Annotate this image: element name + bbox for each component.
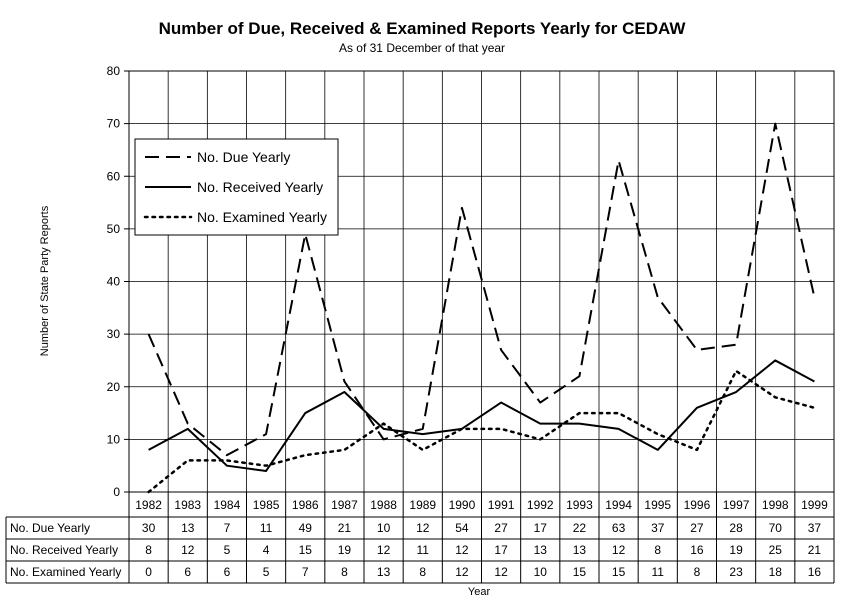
legend-label-3: No. Examined Yearly: [197, 209, 327, 225]
table-cell: 13: [534, 543, 548, 557]
table-cell: 70: [769, 521, 783, 535]
table-cell: 13: [573, 543, 587, 557]
table-cell: 12: [455, 565, 469, 579]
x-tick-label: 1992: [527, 498, 554, 512]
table-cell: 30: [142, 521, 156, 535]
table-row-label: No. Examined Yearly: [10, 565, 121, 579]
x-tick-label: 1988: [370, 498, 397, 512]
table-cell: 6: [224, 565, 231, 579]
x-tick-label: 1995: [644, 498, 671, 512]
table-cell: 63: [612, 521, 626, 535]
x-tick-label: 1985: [253, 498, 280, 512]
y-axis-label: Number of State Party Reports: [39, 205, 51, 356]
data-table: 1982 1983 1984 1985 1986 1987 1988 1989 1990 1991…: [5, 491, 835, 584]
table-cell: 10: [377, 521, 391, 535]
x-tick-label: 1998: [762, 498, 789, 512]
table-cell: 8: [654, 543, 661, 557]
x-tick-label: 1994: [605, 498, 632, 512]
y-tick-label: 80: [107, 64, 121, 78]
table-cell: 5: [263, 565, 270, 579]
x-axis-label: Year: [468, 586, 491, 598]
table-cell: 12: [181, 543, 195, 557]
x-tick-label: 1999: [801, 498, 828, 512]
table-cell: 23: [729, 565, 743, 579]
table-cell: 16: [690, 543, 704, 557]
table-cell: 15: [299, 543, 313, 557]
table-cell: 12: [494, 565, 508, 579]
x-tick-label: 1997: [723, 498, 750, 512]
table-cell: 16: [808, 565, 822, 579]
table-cell: 22: [573, 521, 587, 535]
y-tick-label: 30: [107, 327, 121, 341]
table-cell: 17: [534, 521, 548, 535]
series-line-2: [148, 359, 815, 472]
y-tick-label: 40: [107, 275, 121, 289]
legend-label-1: No. Due Yearly: [197, 149, 290, 165]
table-cell: 25: [769, 543, 783, 557]
table-cell: 13: [181, 521, 195, 535]
x-tick-label: 1986: [292, 498, 319, 512]
series-line-3: [147, 369, 816, 494]
table-cell: 11: [417, 543, 430, 557]
table-row-label: No. Due Yearly: [10, 521, 90, 535]
y-tick-label: 0: [113, 485, 120, 499]
x-tick-label: 1983: [174, 498, 201, 512]
table-cell: 7: [224, 521, 231, 535]
table-row-label: No. Received Yearly: [10, 543, 118, 557]
table-cell: 8: [694, 565, 701, 579]
table-cell: 19: [729, 543, 743, 557]
table-cell: 54: [455, 521, 469, 535]
chart-title: Number of Due, Received & Examined Repor…: [159, 19, 687, 38]
x-tick-label: 1982: [135, 498, 162, 512]
table-cell: 8: [145, 543, 152, 557]
table-cell: 0: [145, 565, 152, 579]
legend-label-2: No. Received Yearly: [197, 179, 323, 195]
y-tick-label: 50: [107, 222, 121, 236]
table-cell: 27: [690, 521, 704, 535]
x-tick-label: 1987: [331, 498, 358, 512]
table-cell: 4: [263, 543, 270, 557]
y-tick-label: 70: [107, 117, 121, 131]
table-cell: 49: [299, 521, 313, 535]
table-cell: 11: [652, 565, 665, 579]
y-tick-label: 60: [107, 169, 121, 183]
table-cell: 19: [338, 543, 352, 557]
table-cell: 8: [341, 565, 348, 579]
x-tick-label: 1990: [449, 498, 476, 512]
x-tick-label: 1984: [214, 498, 241, 512]
x-tick-label: 1991: [488, 498, 515, 512]
series-line-1: [147, 122, 816, 457]
table-cell: 21: [338, 521, 352, 535]
y-tick-label: 20: [107, 380, 121, 394]
chart-subtitle: As of 31 December of that year: [339, 41, 505, 55]
table-cell: 10: [534, 565, 548, 579]
table-cell: 13: [377, 565, 391, 579]
table-cell: 15: [612, 565, 626, 579]
table-cell: 5: [224, 543, 231, 557]
table-cell: 12: [377, 543, 391, 557]
table-cell: 12: [612, 543, 626, 557]
table-cell: 8: [419, 565, 426, 579]
plot-area: 0 10 20 30 40 50 60 70 80: [107, 64, 835, 499]
table-cell: 17: [494, 543, 508, 557]
legend: No. Due Yearly No. Received Yearly No. Exa…: [134, 138, 339, 236]
table-cell: 18: [769, 565, 783, 579]
x-tick-label: 1996: [684, 498, 711, 512]
table-cell: 12: [455, 543, 469, 557]
y-tick-label: 10: [107, 432, 121, 446]
table-cell: 28: [729, 521, 743, 535]
x-tick-label: 1989: [409, 498, 436, 512]
table-cell: 12: [416, 521, 430, 535]
table-cell: 6: [184, 565, 191, 579]
table-cell: 37: [651, 521, 665, 535]
x-tick-label: 1993: [566, 498, 593, 512]
table-cell: 21: [808, 543, 822, 557]
table-cell: 15: [573, 565, 587, 579]
table-cell: 7: [302, 565, 309, 579]
table-cell: 37: [808, 521, 822, 535]
table-cell: 11: [260, 521, 273, 535]
table-cell: 27: [494, 521, 508, 535]
